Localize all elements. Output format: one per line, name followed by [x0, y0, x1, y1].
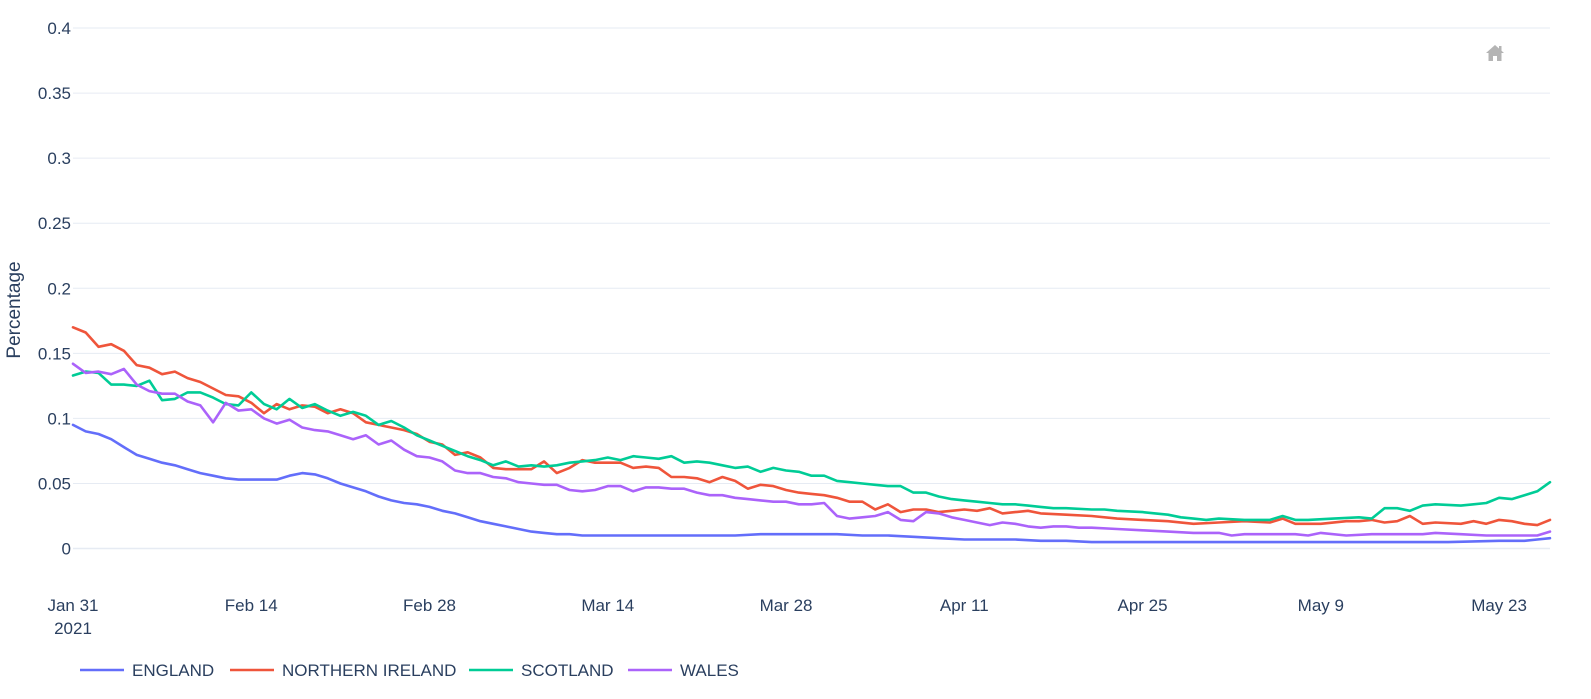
y-axis: 0 0.05 0.1 0.15 0.2 0.25 0.3 0.35 0.4: [38, 19, 71, 559]
x-tick-label: Jan 31: [47, 596, 98, 615]
y-axis-label: Percentage: [4, 261, 25, 358]
x-axis: Jan 31 2021 Feb 14 Feb 28 Mar 14 Mar 28 Apr 11…: [47, 596, 1526, 638]
home-icon[interactable]: [1486, 45, 1504, 61]
y-tick-label: 0.2: [47, 279, 71, 298]
x-tick-label: Apr 11: [940, 596, 989, 615]
legend-label: ENGLAND: [132, 661, 214, 680]
legend-label: WALES: [680, 661, 739, 680]
y-tick-label: 0.15: [38, 344, 71, 363]
x-tick-label: Feb 28: [403, 596, 456, 615]
plot-area[interactable]: [71, 326, 1552, 544]
legend-label: SCOTLAND: [521, 661, 614, 680]
x-tick-label: Mar 14: [581, 596, 634, 615]
x-tick-label: Mar 28: [760, 596, 813, 615]
y-tick-label: 0.25: [38, 214, 71, 233]
legend-item-scotland[interactable]: SCOTLAND: [469, 661, 614, 680]
x-tick-year: 2021: [54, 619, 92, 638]
legend-item-england[interactable]: ENGLAND: [80, 661, 214, 680]
y-tick-label: 0.1: [47, 409, 71, 428]
series-line-northern-ireland[interactable]: [71, 326, 1552, 527]
y-tick-label: 0.4: [47, 19, 71, 38]
grid: [73, 27, 1550, 550]
legend-item-wales[interactable]: WALES: [628, 661, 739, 680]
y-tick-label: 0.05: [38, 474, 71, 493]
series-line-england[interactable]: [71, 423, 1552, 544]
x-tick-label: May 23: [1471, 596, 1527, 615]
series-line-scotland[interactable]: [71, 370, 1552, 522]
legend-label: NORTHERN IRELAND: [282, 661, 456, 680]
legend-item-northern-ireland[interactable]: NORTHERN IRELAND: [230, 661, 456, 680]
y-tick-label: 0: [62, 540, 71, 559]
y-tick-label: 0.3: [47, 149, 71, 168]
x-tick-label: Apr 25: [1118, 596, 1168, 615]
x-tick-label: Feb 14: [225, 596, 278, 615]
legend[interactable]: ENGLAND NORTHERN IRELAND SCOTLAND WALES: [80, 661, 739, 680]
series-line-wales[interactable]: [71, 362, 1552, 537]
y-tick-label: 0.35: [38, 84, 71, 103]
x-tick-label: May 9: [1298, 596, 1344, 615]
